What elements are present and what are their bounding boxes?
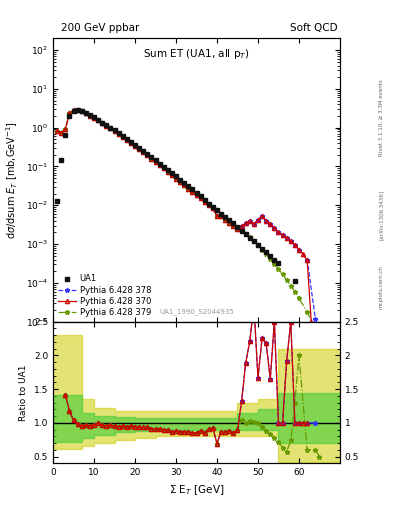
Pythia 6.428 378 xyxy=(182,182,187,188)
Pythia 6.428 379 xyxy=(235,226,240,232)
Text: Soft QCD: Soft QCD xyxy=(290,23,338,33)
Pythia 6.428 370 xyxy=(305,258,310,264)
Pythia 6.428 370 xyxy=(309,318,314,325)
UA1 xyxy=(120,133,125,139)
UA1 xyxy=(63,132,68,138)
Pythia 6.428 379 xyxy=(186,185,191,191)
Pythia 6.428 379 xyxy=(313,327,318,333)
Pythia 6.428 379 xyxy=(129,140,133,146)
Text: [arXiv:1306.3436]: [arXiv:1306.3436] xyxy=(379,190,384,240)
Pythia 6.428 378 xyxy=(71,108,76,114)
Text: Rivet 3.1.10, ≥ 3.3M events: Rivet 3.1.10, ≥ 3.3M events xyxy=(379,79,384,156)
Y-axis label: d$\sigma$/dsum $E_T$ [mb,GeV$^{-1}$]: d$\sigma$/dsum $E_T$ [mb,GeV$^{-1}$] xyxy=(5,121,20,239)
Pythia 6.428 379 xyxy=(178,179,182,185)
Line: Pythia 6.428 379: Pythia 6.428 379 xyxy=(55,108,322,390)
Pythia 6.428 378 xyxy=(276,229,281,236)
X-axis label: $\Sigma$ E$_T$ [GeV]: $\Sigma$ E$_T$ [GeV] xyxy=(169,483,224,497)
UA1 xyxy=(75,107,80,113)
Y-axis label: Ratio to UA1: Ratio to UA1 xyxy=(19,364,28,421)
Pythia 6.428 370 xyxy=(137,146,141,153)
Text: mcplots.cern.ch: mcplots.cern.ch xyxy=(379,265,384,309)
UA1 xyxy=(55,198,59,204)
UA1 xyxy=(215,207,219,213)
Text: UA1_1990_S2044935: UA1_1990_S2044935 xyxy=(159,308,234,314)
Pythia 6.428 379 xyxy=(137,146,141,153)
Pythia 6.428 370 xyxy=(178,179,182,185)
Text: 200 GeV ppbar: 200 GeV ppbar xyxy=(61,23,139,33)
Pythia 6.428 370 xyxy=(129,140,133,146)
Text: Sum ET (UA1, all p$_T$): Sum ET (UA1, all p$_T$) xyxy=(143,47,250,61)
Pythia 6.428 370 xyxy=(186,185,191,191)
Legend: UA1, Pythia 6.428 378, Pythia 6.428 370, Pythia 6.428 379: UA1, Pythia 6.428 378, Pythia 6.428 370,… xyxy=(55,271,154,320)
Pythia 6.428 378 xyxy=(313,315,318,322)
UA1 xyxy=(67,113,72,119)
Pythia 6.428 379 xyxy=(317,385,322,391)
Pythia 6.428 378 xyxy=(211,205,215,211)
Pythia 6.428 379 xyxy=(71,108,76,114)
Pythia 6.428 370 xyxy=(55,129,59,135)
UA1 xyxy=(317,357,322,364)
Pythia 6.428 378 xyxy=(125,137,129,143)
Pythia 6.428 378 xyxy=(55,129,59,135)
UA1 xyxy=(219,210,224,217)
Line: Pythia 6.428 370: Pythia 6.428 370 xyxy=(55,108,313,324)
Line: Pythia 6.428 378: Pythia 6.428 378 xyxy=(55,108,318,321)
Pythia 6.428 370 xyxy=(71,108,76,114)
Pythia 6.428 378 xyxy=(79,108,84,114)
Pythia 6.428 379 xyxy=(55,129,59,135)
UA1 xyxy=(157,160,162,166)
Line: UA1: UA1 xyxy=(55,108,322,363)
Pythia 6.428 370 xyxy=(235,226,240,232)
Pythia 6.428 378 xyxy=(108,125,113,131)
